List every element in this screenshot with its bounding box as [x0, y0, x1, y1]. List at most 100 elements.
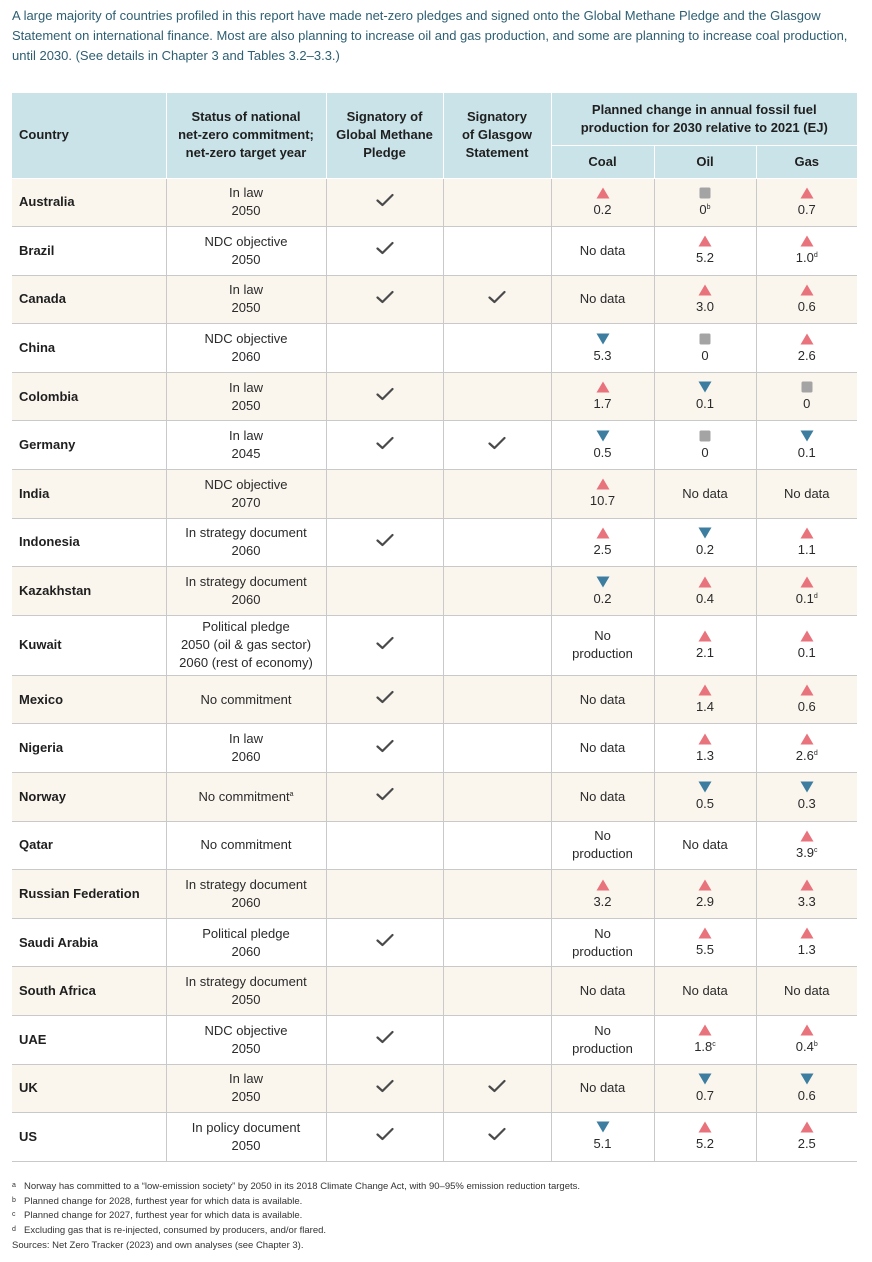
- country-cell: UK: [12, 1064, 167, 1114]
- country-cell: India: [12, 469, 167, 519]
- methane-cell: [326, 178, 444, 228]
- status-cell: In strategy document 2050: [166, 966, 327, 1016]
- table-row: Indonesia In strategy document 2060 2.5 0.2 1…: [12, 518, 858, 568]
- status-cell: In strategy document 2060: [166, 518, 327, 568]
- methane-cell: [326, 869, 444, 919]
- change-value: 0.1: [797, 444, 816, 460]
- gas-change-cell: 0.4b: [756, 1015, 858, 1065]
- oil-change-cell: 5.5: [654, 918, 757, 968]
- change-value: 0.7: [695, 1087, 715, 1103]
- country-cell: China: [12, 323, 167, 373]
- change-value: 1.1: [797, 541, 816, 557]
- coal-change-cell: 0.5: [551, 420, 655, 471]
- oil-change-cell: 5.2: [654, 1112, 757, 1162]
- coal-change-cell: No data: [551, 966, 655, 1016]
- country-cell: Kazakhstan: [12, 566, 167, 616]
- check-icon: [375, 1031, 394, 1044]
- increase-triangle-icon: [800, 1024, 814, 1036]
- change-value: 0.2: [695, 541, 715, 557]
- coal-change-cell: 10.7: [551, 469, 655, 519]
- glasgow-cell: [443, 178, 552, 228]
- change-value: 1.7: [593, 396, 612, 412]
- change-value: 0: [701, 347, 709, 363]
- increase-triangle-icon: [698, 1121, 712, 1133]
- country-cell: Indonesia: [12, 518, 167, 568]
- table-row: Germany In law 2045 0.5 0 0.1: [12, 420, 858, 471]
- no-change-square-icon: [699, 333, 711, 345]
- country-cell: Canada: [12, 275, 167, 325]
- footnote-mark: c: [814, 846, 818, 854]
- gas-change-cell: 0.1: [756, 615, 858, 676]
- status-cell: Political pledge 2050 (oil & gas sector) 2…: [166, 615, 327, 676]
- coal-change-cell: 0.2: [551, 566, 655, 616]
- decrease-triangle-icon: [800, 781, 814, 793]
- change-value: 2.9: [695, 893, 715, 909]
- footnote-mark: c: [712, 1041, 716, 1049]
- increase-triangle-icon: [698, 733, 712, 745]
- status-cell: In law 2050: [166, 275, 327, 325]
- change-value: 0.1: [797, 644, 816, 660]
- increase-triangle-icon: [800, 879, 814, 891]
- decrease-triangle-icon: [698, 1073, 712, 1085]
- change-value: 3.2: [593, 893, 612, 909]
- methane-cell: [326, 772, 444, 822]
- methane-cell: [326, 469, 444, 519]
- check-icon: [375, 533, 394, 547]
- no-change-square-icon: [801, 381, 813, 393]
- gas-change-cell: 0.7: [756, 178, 858, 228]
- change-value: 5.5: [695, 942, 715, 958]
- glasgow-cell: [443, 918, 552, 968]
- header-country: Country: [12, 93, 167, 179]
- methane-cell: [326, 372, 444, 422]
- coal-change-cell: 5.3: [551, 323, 655, 373]
- change-value: 2.5: [593, 541, 612, 557]
- oil-change-cell: 0.7: [654, 1064, 757, 1114]
- oil-change-cell: 0.2: [654, 518, 757, 568]
- check-icon: [375, 388, 394, 401]
- table-row: Brazil NDC objective 2050 No data 5.2 1.0d: [12, 226, 858, 276]
- gas-change-cell: 0.6: [756, 1064, 858, 1114]
- footnote-mark: d: [813, 749, 818, 757]
- glasgow-cell: [443, 821, 552, 871]
- glasgow-cell: [443, 675, 552, 725]
- decrease-triangle-icon: [698, 781, 712, 793]
- change-value: 1.0d: [795, 250, 818, 266]
- oil-change-cell: 0.5: [654, 772, 757, 822]
- check-icon: [375, 691, 394, 704]
- glasgow-cell: [443, 420, 552, 471]
- gas-change-cell: 0.6: [756, 675, 858, 725]
- footnote-mark: b: [813, 1041, 818, 1049]
- coal-change-cell: 1.7: [551, 372, 655, 422]
- increase-triangle-icon: [698, 576, 712, 588]
- increase-triangle-icon: [698, 630, 712, 642]
- gas-change-cell: 0: [756, 372, 858, 422]
- change-value: 0.6: [797, 1087, 816, 1103]
- glasgow-cell: [443, 275, 552, 325]
- footnote-mark: d: [813, 252, 818, 260]
- decrease-triangle-icon: [800, 430, 814, 442]
- increase-triangle-icon: [800, 1121, 814, 1133]
- oil-change-cell: 2.9: [654, 869, 757, 919]
- status-cell: NDC objective 2050: [166, 226, 327, 276]
- oil-change-cell: 0: [654, 323, 757, 373]
- table-row: Colombia In law 2050 1.7 0.1 0: [12, 372, 858, 422]
- gas-change-cell: 0.1: [756, 420, 858, 471]
- change-value: 0.1d: [795, 590, 818, 606]
- glasgow-cell: [443, 1015, 552, 1065]
- country-cell: US: [12, 1112, 167, 1162]
- gas-change-cell: 3.9c: [756, 821, 858, 871]
- methane-cell: [326, 1112, 444, 1162]
- table-row: Norway No commitmenta No data 0.5 0.3: [12, 772, 858, 822]
- glasgow-cell: [443, 566, 552, 616]
- increase-triangle-icon: [596, 879, 609, 891]
- status-cell: No commitment: [166, 821, 327, 871]
- coal-change-cell: 0.2: [551, 178, 655, 228]
- change-value: 0.3: [797, 796, 816, 812]
- change-value: 3.9c: [795, 844, 818, 860]
- table-row: UAE NDC objective 2050 No production 1.8c 0.4b: [12, 1015, 858, 1065]
- status-cell: NDC objective 2060: [166, 323, 327, 373]
- coal-change-cell: No production: [551, 821, 655, 871]
- glasgow-cell: [443, 869, 552, 919]
- glasgow-cell: [443, 723, 552, 774]
- check-icon: [375, 193, 394, 206]
